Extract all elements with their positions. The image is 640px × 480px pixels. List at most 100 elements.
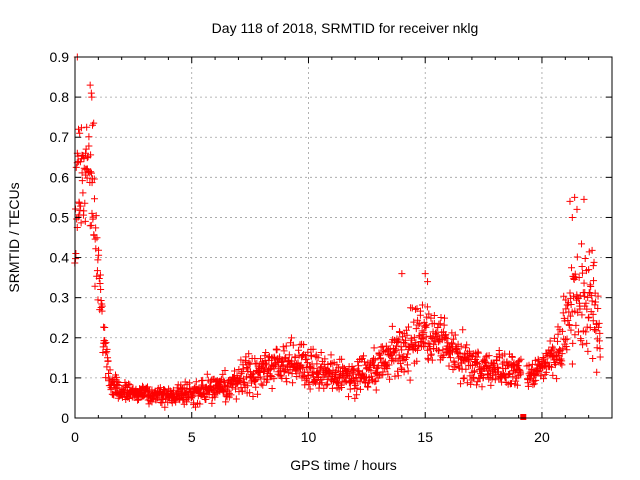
data-point bbox=[279, 361, 287, 369]
data-point bbox=[566, 312, 574, 320]
data-point bbox=[313, 360, 321, 368]
data-point bbox=[412, 325, 420, 333]
data-point bbox=[584, 293, 592, 301]
data-point bbox=[322, 381, 330, 389]
data-point bbox=[437, 352, 445, 360]
data-point bbox=[548, 343, 556, 351]
data-point bbox=[90, 175, 98, 183]
data-point bbox=[364, 383, 372, 391]
y-tick-label: 0 bbox=[61, 410, 69, 426]
data-point bbox=[558, 350, 566, 358]
data-point bbox=[280, 347, 288, 355]
data-point bbox=[104, 357, 112, 365]
data-point bbox=[448, 339, 456, 347]
data-point bbox=[575, 273, 583, 281]
data-point bbox=[328, 384, 336, 392]
data-point bbox=[592, 298, 600, 306]
y-tick-label: 0.1 bbox=[50, 370, 70, 386]
data-point bbox=[404, 367, 412, 375]
data-point bbox=[232, 395, 240, 403]
data-point bbox=[355, 362, 363, 370]
data-point bbox=[453, 345, 461, 353]
data-point bbox=[87, 151, 95, 159]
data-point bbox=[288, 370, 296, 378]
data-point bbox=[531, 371, 539, 379]
data-point bbox=[83, 174, 91, 182]
data-point bbox=[494, 363, 502, 371]
data-point bbox=[474, 348, 482, 356]
data-point bbox=[596, 329, 604, 337]
data-point bbox=[305, 371, 313, 379]
data-point bbox=[264, 376, 272, 384]
data-point bbox=[422, 333, 430, 341]
data-point bbox=[303, 359, 311, 367]
data-point bbox=[513, 381, 521, 389]
data-point bbox=[430, 319, 438, 327]
data-point bbox=[351, 394, 359, 402]
data-point bbox=[103, 345, 111, 353]
data-point bbox=[95, 274, 103, 282]
data-point bbox=[173, 384, 181, 392]
data-point bbox=[318, 379, 326, 387]
data-point bbox=[97, 286, 105, 294]
data-point bbox=[437, 313, 445, 321]
data-point bbox=[421, 270, 429, 278]
data-point bbox=[260, 368, 268, 376]
data-point bbox=[245, 350, 253, 358]
data-point bbox=[227, 391, 235, 399]
data-point bbox=[370, 355, 377, 363]
data-point bbox=[457, 380, 465, 388]
data-point bbox=[211, 393, 219, 401]
x-tick-label: 20 bbox=[534, 429, 550, 445]
y-tick-label: 0.8 bbox=[50, 89, 70, 105]
data-point bbox=[474, 349, 482, 357]
data-point bbox=[105, 370, 113, 378]
data-point bbox=[252, 383, 260, 391]
data-point bbox=[588, 246, 596, 254]
data-point bbox=[580, 279, 588, 287]
data-point bbox=[389, 336, 397, 344]
data-point bbox=[595, 319, 603, 327]
data-point bbox=[404, 350, 412, 358]
data-point bbox=[427, 350, 435, 358]
data-point bbox=[589, 262, 597, 270]
data-point bbox=[301, 381, 309, 389]
data-point bbox=[488, 375, 496, 383]
data-point bbox=[530, 380, 538, 388]
data-point bbox=[487, 381, 495, 389]
data-point bbox=[400, 368, 408, 376]
data-point bbox=[219, 370, 227, 378]
data-point bbox=[77, 219, 85, 227]
data-point bbox=[398, 333, 406, 341]
axis-ticks: 0 5 10 15 20 0 0.1 0.2 0.3 0.4 0.5 0.6 0.7 0.8 0.9 bbox=[50, 49, 612, 445]
data-point bbox=[440, 321, 448, 329]
data-point bbox=[305, 378, 313, 386]
data-point bbox=[565, 321, 573, 329]
data-point bbox=[262, 359, 270, 367]
data-point bbox=[594, 323, 602, 331]
data-point bbox=[434, 324, 442, 332]
data-point bbox=[327, 351, 335, 359]
data-point bbox=[589, 354, 597, 362]
data-point bbox=[192, 378, 200, 386]
data-point bbox=[535, 366, 543, 374]
data-point bbox=[578, 240, 586, 248]
data-point bbox=[576, 305, 584, 313]
data-point bbox=[97, 304, 105, 312]
x-tick-label: 5 bbox=[188, 429, 196, 445]
data-point bbox=[403, 361, 411, 369]
data-point bbox=[77, 124, 85, 132]
data-point bbox=[570, 292, 578, 300]
data-point bbox=[98, 302, 106, 310]
data-point bbox=[82, 149, 90, 157]
data-point bbox=[355, 367, 363, 375]
data-point bbox=[562, 305, 570, 313]
data-point bbox=[161, 403, 169, 411]
data-point bbox=[561, 336, 569, 344]
data-point bbox=[406, 376, 414, 384]
data-point bbox=[93, 234, 101, 242]
data-point bbox=[89, 213, 97, 221]
data-point bbox=[514, 362, 522, 370]
data-point bbox=[451, 360, 459, 368]
data-point bbox=[463, 341, 471, 349]
